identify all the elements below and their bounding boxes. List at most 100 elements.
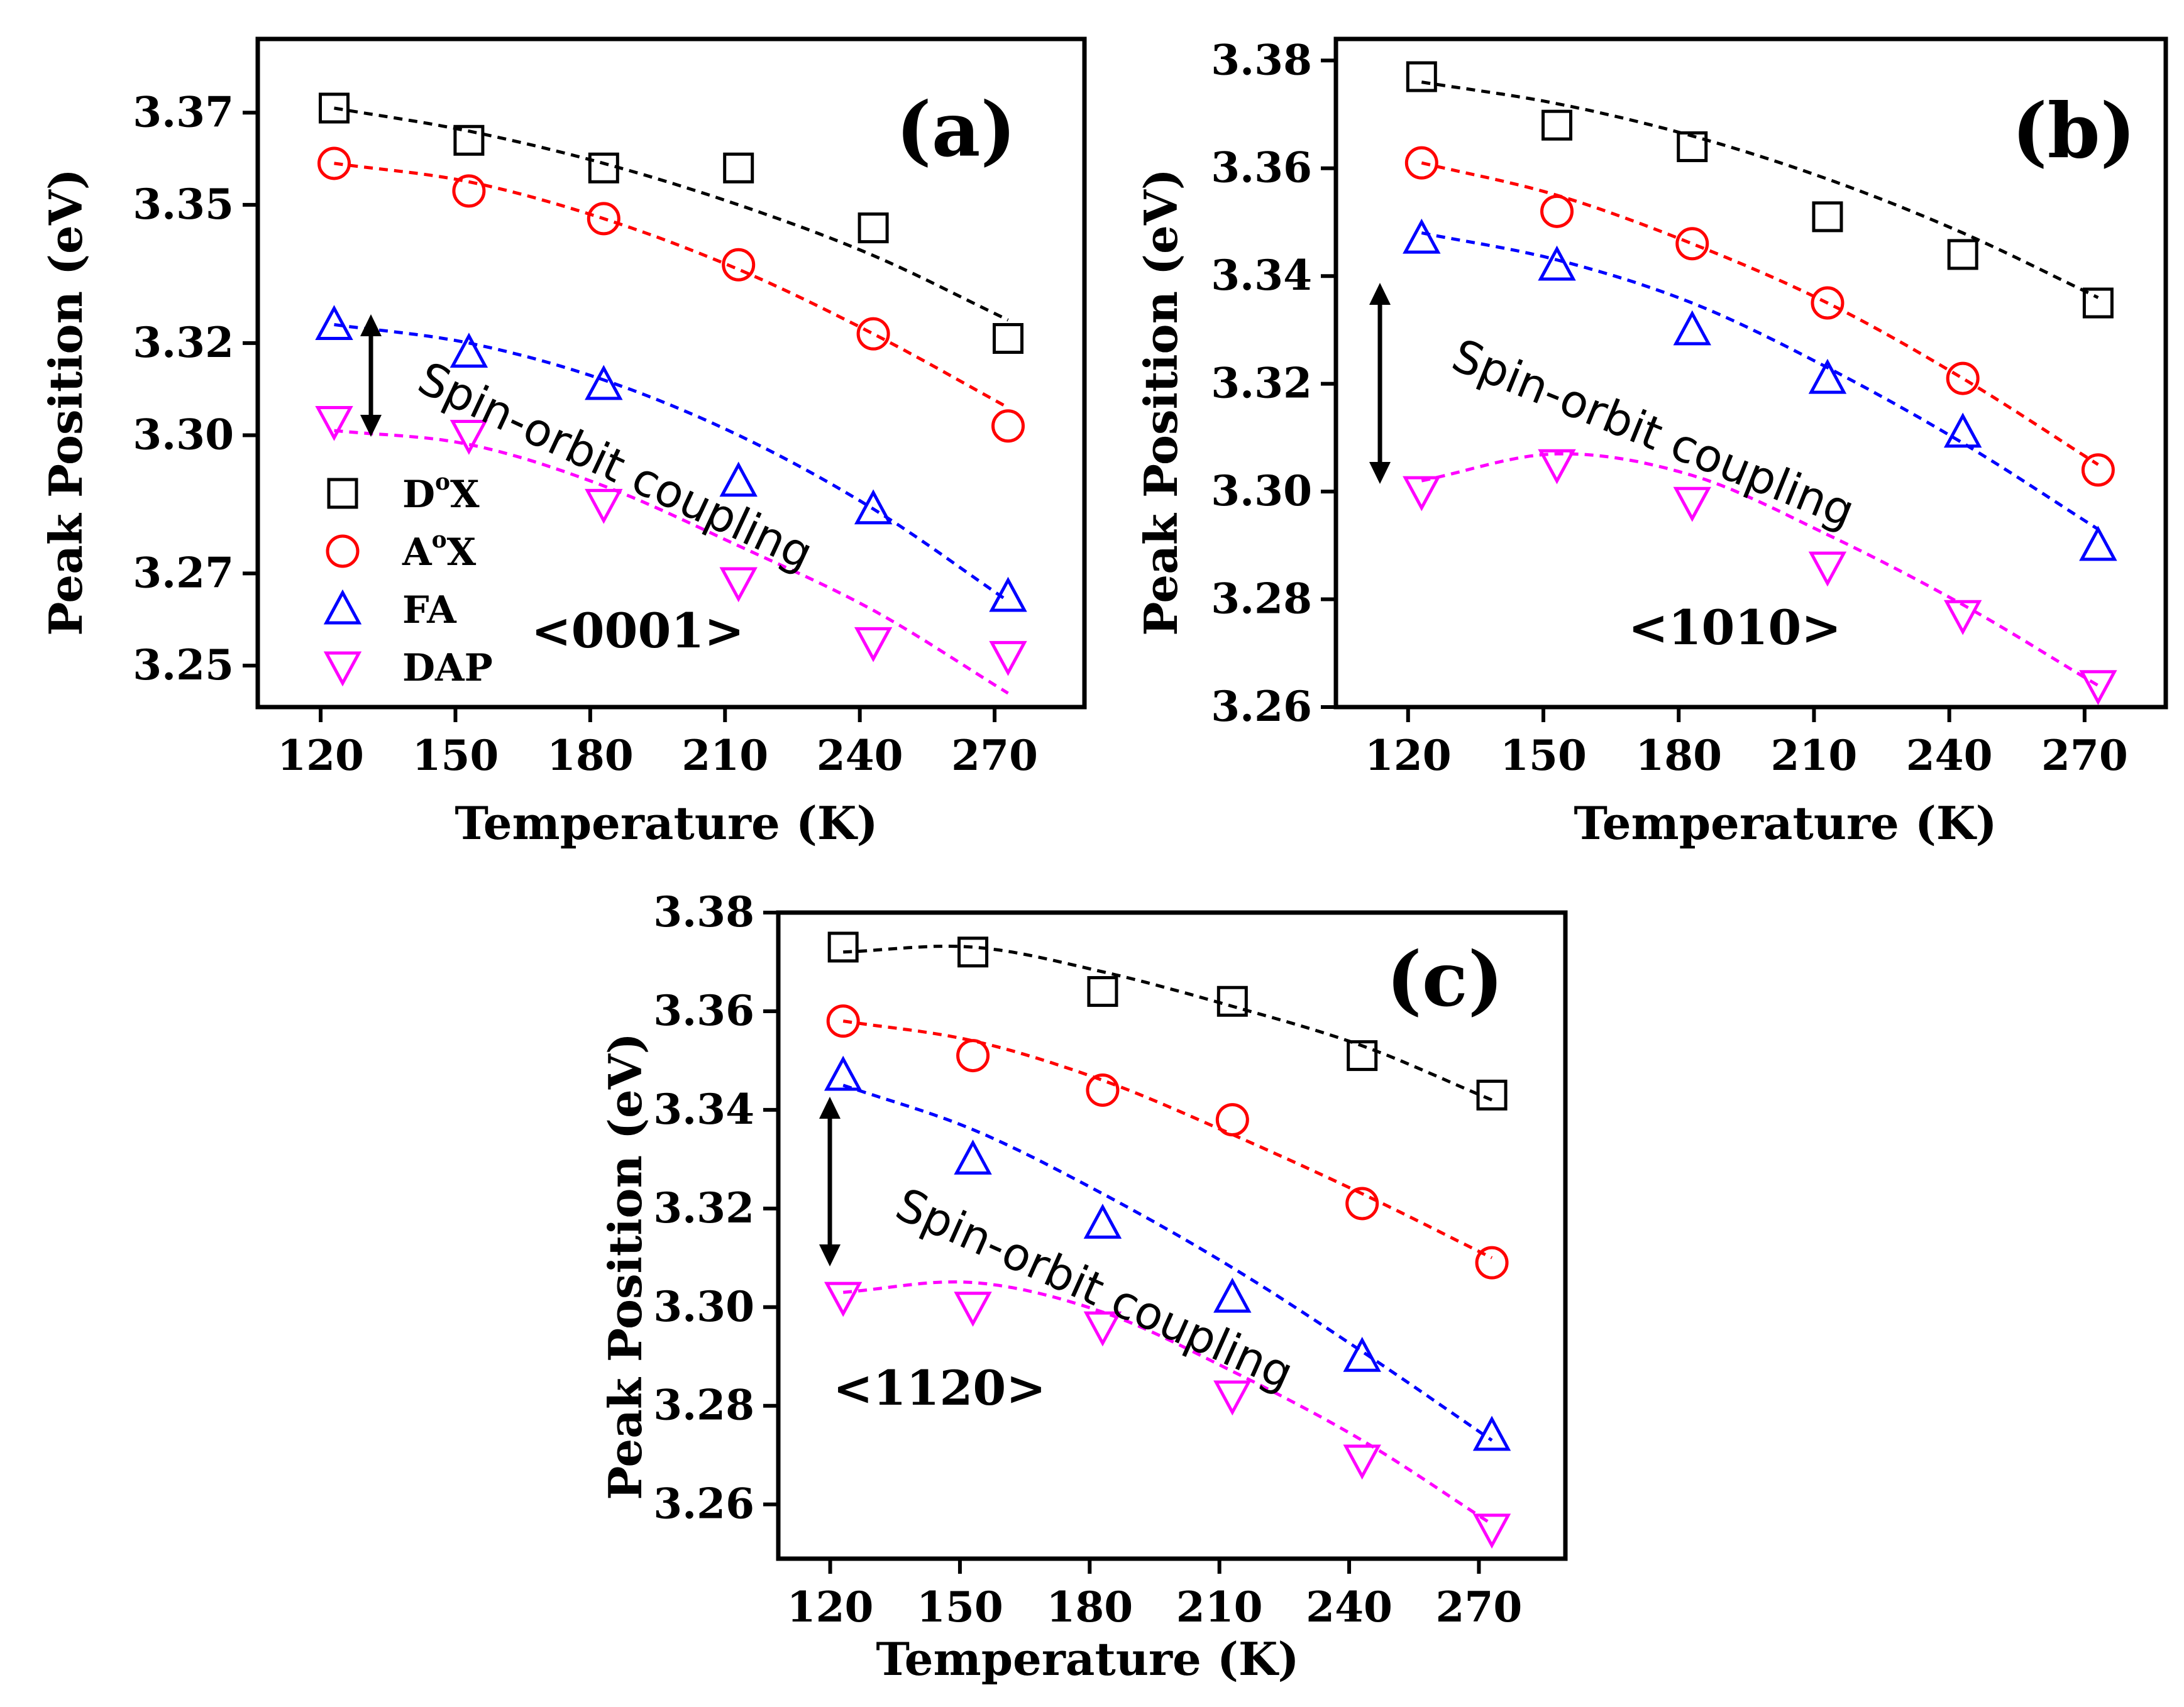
data-point-DoX-a (993, 323, 1024, 354)
data-point-AoX-b (1404, 146, 1438, 180)
data-point-FA-a (315, 305, 353, 341)
data-point-FA-c (824, 1055, 863, 1091)
chart-panel-c: 120 150 180 210 240 270 3.26 3.28 3.30 3.32 3.34 3.… (598, 887, 1568, 1686)
x-tick-label-a: 180 (547, 731, 634, 780)
data-point-FA-a (989, 576, 1027, 612)
y-tick-label-c: 3.34 (653, 1085, 754, 1134)
data-point-DoX-c (1087, 976, 1118, 1007)
x-tick-label-b: 180 (1635, 731, 1722, 780)
x-tick-label-c: 150 (917, 1583, 1003, 1632)
data-point-DAP-b (1403, 476, 1441, 512)
y-tick-label-b: 3.32 (1211, 359, 1312, 408)
y-tick-label-b: 3.26 (1211, 682, 1312, 731)
fit-line-DoX-a (334, 106, 1009, 322)
data-point-FA-c (1472, 1415, 1511, 1451)
legend-label-AoX: AoX (402, 527, 477, 574)
data-point-DAP-a (989, 640, 1027, 676)
fit-line-AoX-b (1421, 161, 2099, 466)
orientation-label-a: <0001> (531, 603, 744, 659)
y-tick-label-a: 3.32 (133, 318, 234, 367)
data-point-DAP-a (719, 567, 758, 603)
x-axis-label-a: Temperature (K) (455, 796, 878, 850)
x-tick-label-c: 270 (1436, 1583, 1523, 1632)
data-point-FA-b (2079, 525, 2117, 561)
panel-label-b: (b) (2012, 87, 2136, 175)
spin-orbit-arrow-a (360, 314, 382, 437)
data-point-DoX-b (1541, 109, 1573, 141)
spin-orbit-arrow-c (819, 1097, 841, 1266)
data-point-DAP-c (1083, 1311, 1122, 1347)
data-point-DAP-c (1343, 1444, 1381, 1480)
legend-marker-DoX (327, 478, 358, 509)
data-point-DoX-b (2082, 287, 2114, 319)
data-point-AoX-c (826, 1004, 860, 1038)
x-tick-label-c: 240 (1306, 1583, 1393, 1632)
data-point-DAP-a (315, 405, 353, 441)
data-point-AoX-a (317, 146, 351, 180)
y-tick-label-a: 3.30 (133, 410, 234, 459)
data-point-AoX-b (1946, 361, 1980, 395)
data-point-DoX-c (957, 936, 989, 968)
fit-line-DoX-c (843, 944, 1493, 1102)
legend-label-DoX: DoX (402, 469, 480, 517)
orientation-label-b: <1010> (1628, 600, 1841, 656)
data-point-DAP-b (2079, 670, 2117, 705)
panel-label-a: (a) (896, 85, 1016, 174)
y-tick-label-b: 3.34 (1211, 251, 1312, 300)
fit-line-DAP-c (842, 1280, 1493, 1526)
data-point-AoX-a (991, 409, 1025, 443)
y-tick-label-a: 3.37 (133, 87, 234, 136)
data-point-DAP-b (1943, 600, 1982, 635)
data-point-DoX-a (453, 124, 485, 156)
plot-frame-a (255, 36, 1087, 710)
data-point-AoX-c (1475, 1246, 1509, 1280)
annotation-b: Spin-orbit coupling (1445, 329, 1862, 538)
y-tick-label-b: 3.38 (1211, 35, 1312, 84)
x-tick-label-c: 180 (1046, 1583, 1133, 1632)
data-point-DoX-a (588, 152, 619, 184)
data-point-FA-c (1083, 1204, 1122, 1239)
data-point-FA-a (719, 461, 758, 497)
x-tick-label-a: 270 (951, 731, 1038, 780)
data-point-DAP-b (1538, 449, 1576, 485)
x-tick-label-b: 240 (1906, 731, 1993, 780)
y-tick-label-a: 3.27 (133, 548, 234, 597)
data-point-FA-b (1808, 358, 1847, 394)
data-point-FA-b (1403, 218, 1441, 254)
data-point-AoX-b (1811, 286, 1845, 320)
y-tick-label-a: 3.35 (133, 180, 234, 229)
x-tick-label-b: 270 (2041, 731, 2128, 780)
data-point-DoX-b (1677, 131, 1708, 162)
fit-line-FA-c (842, 1084, 1493, 1442)
x-tick-label-a: 120 (277, 731, 364, 780)
y-tick-label-c: 3.26 (653, 1479, 754, 1529)
x-tick-label-b: 120 (1365, 731, 1452, 780)
data-point-AoX-a (722, 248, 756, 282)
data-point-AoX-a (856, 317, 890, 351)
x-axis-label-b: Temperature (K) (1574, 796, 1997, 850)
y-axis-label-a: Peak Position (eV) (39, 168, 92, 636)
chart-panel-a: 120 150 180 210 240 270 3.25 3.27 3.30 3.32 3.35 3.… (39, 36, 1087, 850)
data-point-DoX-a (318, 92, 350, 124)
data-point-DAP-a (585, 488, 623, 524)
orientation-label-c: <1120> (833, 1360, 1046, 1416)
data-point-AoX-a (587, 202, 620, 236)
fit-line-AoX-c (842, 1019, 1493, 1260)
data-point-DoX-c (1216, 985, 1248, 1017)
chart-panel-b: 120 150 180 210 240 270 3.26 3.28 3.30 3.32 3.34 3.… (1134, 35, 2168, 850)
x-tick-label-a: 150 (412, 731, 499, 780)
y-axis-label-b: Peak Position (eV) (1134, 168, 1188, 636)
y-tick-label-c: 3.36 (653, 986, 754, 1035)
data-point-DAP-a (449, 419, 488, 455)
legend: DoX AoX FA DAP (323, 469, 493, 690)
y-tick-label-c: 3.38 (653, 887, 754, 936)
data-point-DAP-a (854, 627, 893, 662)
x-tick-label-b: 210 (1771, 731, 1858, 780)
y-tick-label-c: 3.28 (653, 1381, 754, 1430)
x-tick-label-c: 210 (1176, 1583, 1263, 1632)
data-point-DoX-c (1476, 1079, 1508, 1111)
fit-line-DoX-b (1421, 80, 2099, 299)
y-tick-label-c: 3.30 (653, 1282, 754, 1331)
x-tick-label-a: 240 (817, 731, 903, 780)
data-point-DAP-b (1808, 551, 1847, 587)
